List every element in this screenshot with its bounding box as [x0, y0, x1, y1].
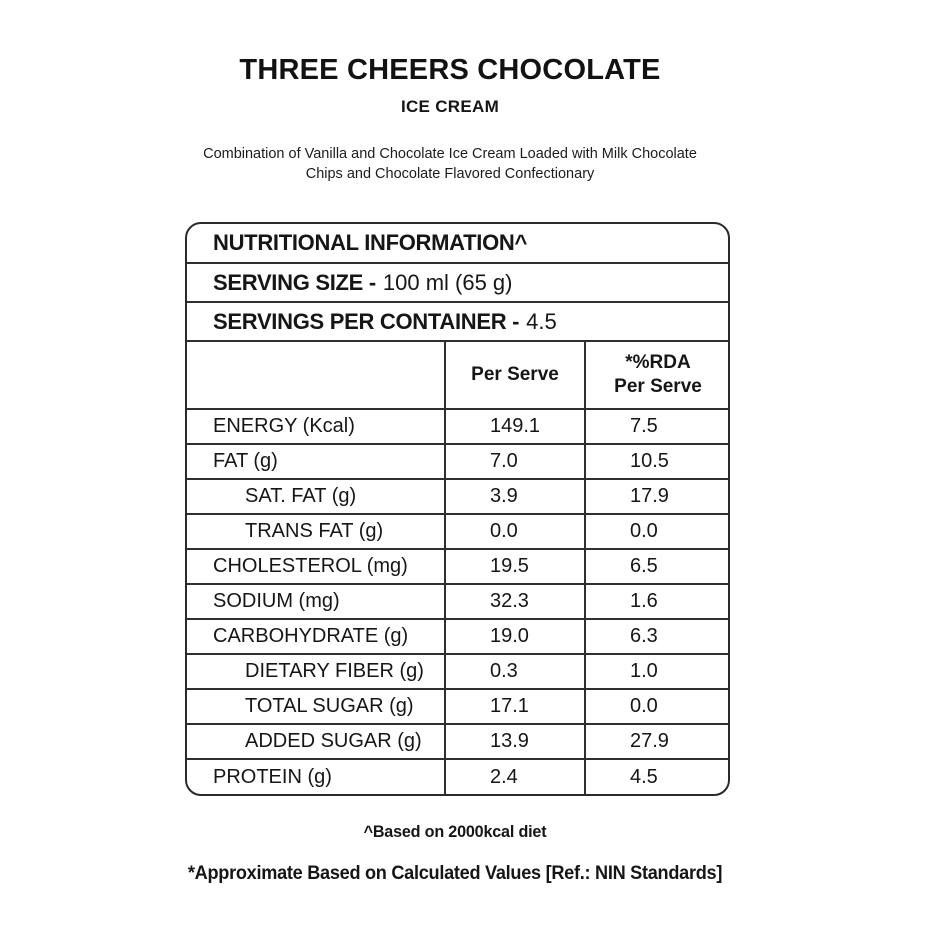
- table-row-fat: FAT (g) 7.0 10.5: [187, 443, 728, 479]
- nutrient-label: SAT. FAT (g): [187, 478, 445, 514]
- per-serve-value: 19.5: [444, 548, 585, 584]
- rda-value: 6.5: [584, 548, 728, 584]
- rda-value: 27.9: [584, 723, 728, 759]
- footnote-diet: ^Based on 2000kcal diet: [363, 822, 547, 841]
- nutrition-facts-panel: NUTRITIONAL INFORMATION^ SERVING SIZE -1…: [185, 222, 730, 796]
- column-header-rda-line2: Per Serve: [614, 376, 702, 397]
- product-description-line1: Combination of Vanilla and Chocolate Ice…: [203, 146, 697, 162]
- per-serve-value: 0.3: [444, 653, 585, 689]
- servings-per-container-label: SERVINGS PER CONTAINER -: [213, 308, 520, 334]
- product-description: Combination of Vanilla and Chocolate Ice…: [0, 144, 900, 184]
- table-row-energy: ENERGY (Kcal) 149.1 7.5: [187, 408, 728, 444]
- footnote-approximate: *Approximate Based on Calculated Values …: [187, 862, 723, 884]
- column-header-row: Per Serve *%RDA Per Serve: [187, 340, 728, 409]
- nutrient-label: TRANS FAT (g): [187, 513, 445, 549]
- table-row-sat-fat: SAT. FAT (g) 3.9 17.9: [187, 478, 728, 514]
- serving-size-label: SERVING SIZE -: [213, 269, 376, 295]
- table-title-row: NUTRITIONAL INFORMATION^: [187, 224, 728, 263]
- serving-size-cell: SERVING SIZE -100 ml (65 g): [187, 262, 728, 302]
- rda-value: 0.0: [584, 688, 728, 724]
- nutrient-label: ADDED SUGAR (g): [187, 723, 445, 759]
- serving-size-value: 100 ml (65 g): [382, 269, 513, 295]
- table-row-sodium: SODIUM (mg) 32.3 1.6: [187, 583, 728, 619]
- column-header-rda-line1: *%RDA: [625, 352, 691, 373]
- per-serve-value: 0.0: [444, 513, 585, 549]
- column-header-rda: *%RDA Per Serve: [584, 340, 728, 409]
- product-description-line2: Chips and Chocolate Flavored Confectiona…: [305, 166, 595, 182]
- nutrient-label: PROTEIN (g): [187, 758, 445, 794]
- table-row-cholesterol: CHOLESTEROL (mg) 19.5 6.5: [187, 548, 728, 584]
- table-title: NUTRITIONAL INFORMATION^: [213, 230, 528, 255]
- rda-value: 6.3: [584, 618, 728, 654]
- table-row-total-sugar: TOTAL SUGAR (g) 17.1 0.0: [187, 688, 728, 724]
- nutrient-label: SODIUM (mg): [187, 583, 445, 619]
- column-header-empty: [187, 340, 445, 409]
- per-serve-value: 32.3: [444, 583, 585, 619]
- nutrient-label: DIETARY FIBER (g): [187, 653, 445, 689]
- servings-per-container-value: 4.5: [526, 308, 557, 334]
- nutrition-table: NUTRITIONAL INFORMATION^ SERVING SIZE -1…: [187, 224, 728, 794]
- nutrient-label: ENERGY (Kcal): [187, 408, 445, 444]
- column-header-per-serve: Per Serve: [444, 340, 585, 409]
- per-serve-value: 3.9: [444, 478, 585, 514]
- per-serve-value: 19.0: [444, 618, 585, 654]
- product-subtitle: ICE CREAM: [400, 97, 500, 116]
- table-row-dietary-fiber: DIETARY FIBER (g) 0.3 1.0: [187, 653, 728, 689]
- servings-per-container-row: SERVINGS PER CONTAINER -4.5: [187, 301, 728, 341]
- servings-per-container-cell: SERVINGS PER CONTAINER -4.5: [187, 301, 728, 341]
- product-title: THREE CHEERS CHOCOLATE: [239, 54, 661, 86]
- table-row-trans-fat: TRANS FAT (g) 0.0 0.0: [187, 513, 728, 549]
- rda-value: 1.0: [584, 653, 728, 689]
- rda-value: 1.6: [584, 583, 728, 619]
- serving-size-row: SERVING SIZE -100 ml (65 g): [187, 262, 728, 302]
- rda-value: 10.5: [584, 443, 728, 479]
- product-masthead: THREE CHEERS CHOCOLATE ICE CREAM Combina…: [0, 54, 900, 184]
- table-row-carbohydrate: CARBOHYDRATE (g) 19.0 6.3: [187, 618, 728, 654]
- per-serve-value: 7.0: [444, 443, 585, 479]
- rda-value: 0.0: [584, 513, 728, 549]
- table-row-protein: PROTEIN (g) 2.4 4.5: [187, 758, 728, 794]
- nutrient-label: CHOLESTEROL (mg): [187, 548, 445, 584]
- table-row-added-sugar: ADDED SUGAR (g) 13.9 27.9: [187, 723, 728, 759]
- per-serve-value: 2.4: [444, 758, 585, 794]
- nutrient-label: FAT (g): [187, 443, 445, 479]
- rda-value: 17.9: [584, 478, 728, 514]
- nutrient-label: TOTAL SUGAR (g): [187, 688, 445, 724]
- per-serve-value: 149.1: [444, 408, 585, 444]
- rda-value: 7.5: [584, 408, 728, 444]
- nutrient-label: CARBOHYDRATE (g): [187, 618, 445, 654]
- per-serve-value: 13.9: [444, 723, 585, 759]
- per-serve-value: 17.1: [444, 688, 585, 724]
- rda-value: 4.5: [584, 758, 728, 794]
